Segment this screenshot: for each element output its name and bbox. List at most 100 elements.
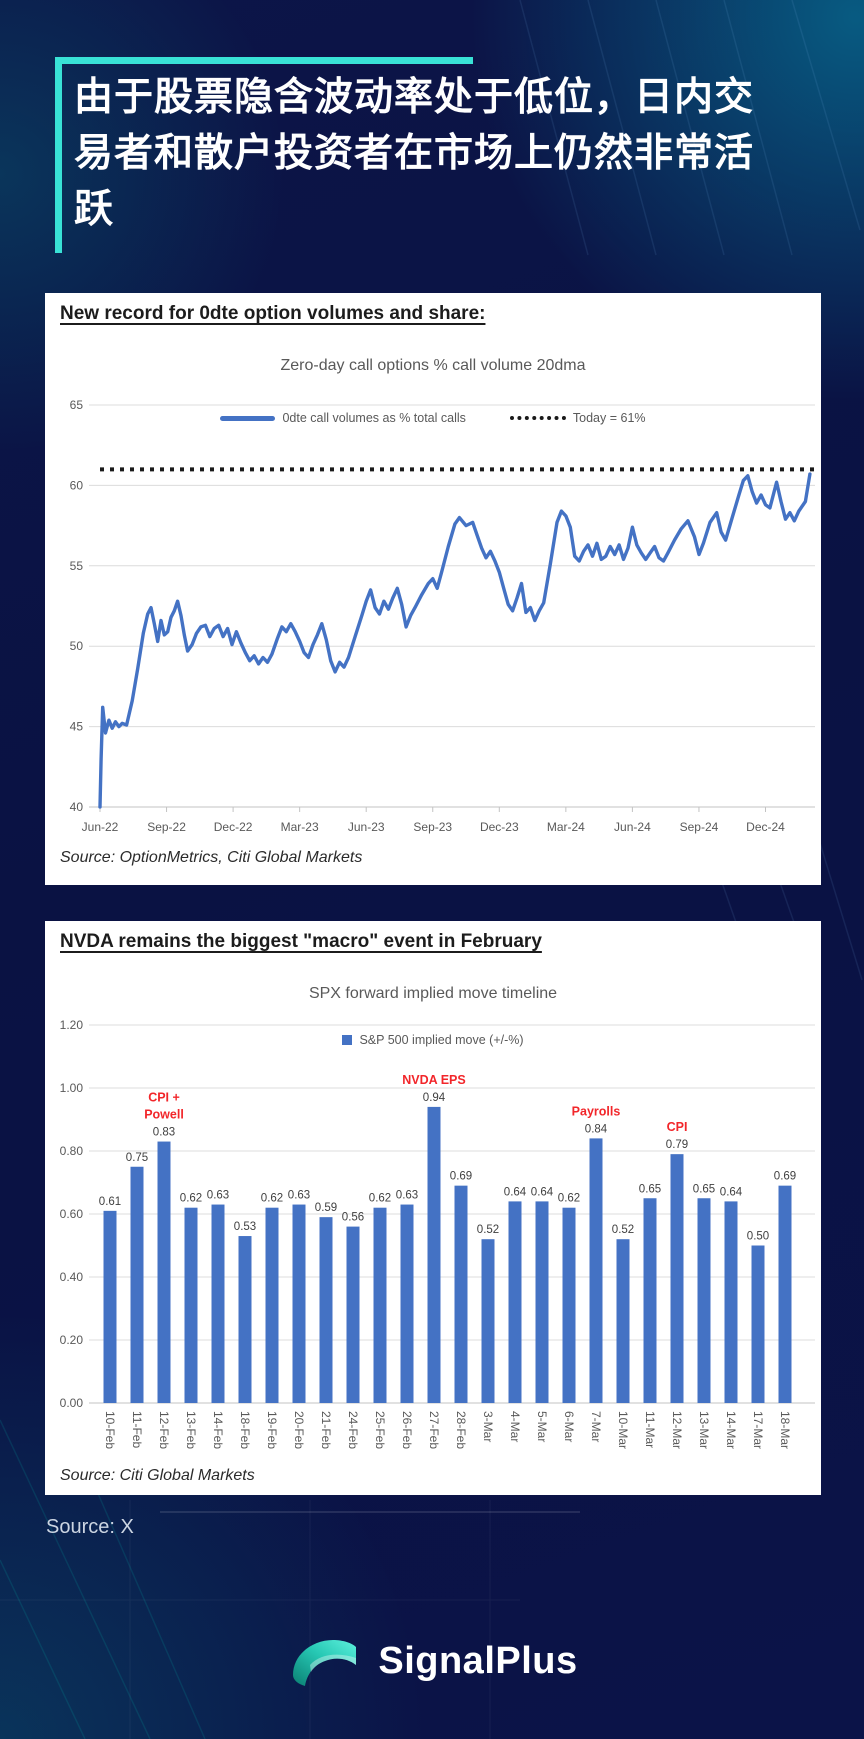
svg-text:7-Mar: 7-Mar <box>589 1411 603 1442</box>
svg-text:20-Feb: 20-Feb <box>292 1411 306 1449</box>
svg-text:0.53: 0.53 <box>234 1221 256 1233</box>
svg-text:21-Feb: 21-Feb <box>319 1411 333 1449</box>
svg-text:0.62: 0.62 <box>180 1193 202 1205</box>
svg-text:0.40: 0.40 <box>60 1270 84 1284</box>
line-chart-panel: New record for 0dte option volumes and s… <box>45 293 821 885</box>
svg-text:Dec-23: Dec-23 <box>480 820 519 834</box>
line-chart-title: Zero-day call options % call volume 20dm… <box>280 357 586 374</box>
line-chart-legend: 0dte call volumes as % total calls Today… <box>45 411 821 425</box>
svg-text:CPI: CPI <box>667 1120 688 1134</box>
svg-text:Dec-22: Dec-22 <box>214 820 253 834</box>
svg-text:0.63: 0.63 <box>207 1190 229 1202</box>
page-title-line-2: 易者和散户投资者在市场上仍然非常活 <box>74 131 755 175</box>
svg-text:0.64: 0.64 <box>531 1186 554 1198</box>
page-source: Source: X <box>46 1516 134 1538</box>
legend-item-series: 0dte call volumes as % total calls <box>220 411 466 425</box>
svg-text:Jun-22: Jun-22 <box>82 820 119 834</box>
svg-text:19-Feb: 19-Feb <box>265 1411 279 1449</box>
svg-text:24-Feb: 24-Feb <box>346 1411 360 1449</box>
svg-text:11-Feb: 11-Feb <box>130 1411 144 1448</box>
svg-text:0.84: 0.84 <box>585 1123 608 1135</box>
svg-text:0.69: 0.69 <box>774 1171 796 1183</box>
bar-legend-label: S&P 500 implied move (+/-%) <box>359 1033 524 1047</box>
svg-text:14-Feb: 14-Feb <box>211 1411 225 1449</box>
svg-text:0.56: 0.56 <box>342 1212 364 1224</box>
svg-text:13-Feb: 13-Feb <box>184 1411 198 1449</box>
svg-text:0.50: 0.50 <box>747 1231 769 1243</box>
svg-text:CPI +: CPI + <box>148 1091 180 1105</box>
svg-text:1.00: 1.00 <box>60 1081 84 1095</box>
svg-text:0.63: 0.63 <box>288 1190 310 1202</box>
page-title: 由于股票隐含波动率处于低位，日内交 易者和散户投资者在市场上仍然非常活 跃 <box>74 70 804 237</box>
svg-text:60: 60 <box>70 478 84 492</box>
bar-chart-title: SPX forward implied move timeline <box>308 985 558 1002</box>
today-dotted-swatch-icon <box>509 416 566 420</box>
bar-chart-legend: S&P 500 implied move (+/-%) <box>45 1033 821 1047</box>
svg-text:0.83: 0.83 <box>153 1127 175 1139</box>
svg-text:Jun-24: Jun-24 <box>614 820 651 834</box>
svg-text:11-Mar: 11-Mar <box>643 1411 657 1448</box>
svg-text:0.62: 0.62 <box>261 1193 283 1205</box>
bar-chart: 0.00 0.20 0.40 0.60 0.80 1.00 1.20 0.61 10-Feb 0.… <box>60 1018 815 1449</box>
bar-chart-heading: NVDA remains the biggest "macro" event i… <box>60 931 542 952</box>
svg-text:Mar-24: Mar-24 <box>547 820 585 834</box>
svg-text:4-Mar: 4-Mar <box>508 1411 522 1442</box>
svg-text:0.63: 0.63 <box>396 1190 418 1202</box>
svg-text:18-Feb: 18-Feb <box>238 1411 252 1449</box>
title-accent-bar-left <box>55 57 62 253</box>
svg-text:28-Feb: 28-Feb <box>454 1411 468 1449</box>
brand-logo: SignalPlus <box>0 1630 864 1692</box>
svg-text:25-Feb: 25-Feb <box>373 1411 387 1449</box>
svg-text:0.75: 0.75 <box>126 1152 148 1164</box>
svg-text:27-Feb: 27-Feb <box>427 1411 441 1449</box>
svg-text:0.65: 0.65 <box>639 1183 661 1195</box>
line-chart-heading: New record for 0dte option volumes and s… <box>60 303 486 324</box>
svg-text:5-Mar: 5-Mar <box>535 1411 549 1442</box>
page-title-line-1: 由于股票隐含波动率处于低位，日内交 <box>74 76 755 119</box>
svg-text:0.20: 0.20 <box>60 1333 84 1347</box>
svg-text:18-Mar: 18-Mar <box>778 1411 792 1449</box>
bar-chart-source: Source: Citi Global Markets <box>60 1467 255 1484</box>
svg-text:0.79: 0.79 <box>666 1139 688 1151</box>
svg-text:50: 50 <box>70 639 84 653</box>
svg-text:0.80: 0.80 <box>60 1144 84 1158</box>
brand-name: SignalPlus <box>378 1639 578 1682</box>
signalplus-logo-icon <box>293 1640 357 1686</box>
svg-text:6-Mar: 6-Mar <box>562 1411 576 1442</box>
svg-text:Powell: Powell <box>144 1108 184 1122</box>
bar-series-swatch-icon <box>342 1035 353 1045</box>
svg-text:0.60: 0.60 <box>60 1207 84 1221</box>
svg-text:0.94: 0.94 <box>423 1092 446 1104</box>
svg-text:0.64: 0.64 <box>720 1186 743 1198</box>
page-title-line-3: 跃 <box>74 187 115 231</box>
svg-text:Sep-24: Sep-24 <box>680 820 719 834</box>
svg-text:Payrolls: Payrolls <box>572 1104 621 1118</box>
svg-text:Dec-24: Dec-24 <box>746 820 785 834</box>
svg-text:0.59: 0.59 <box>315 1202 337 1214</box>
svg-text:0.61: 0.61 <box>99 1196 121 1208</box>
svg-text:0.52: 0.52 <box>477 1224 499 1236</box>
line-chart: 40 45 50 55 60 65 Jun-22 Sep-22 Dec-22 Mar-23 Jun-… <box>70 398 815 834</box>
svg-text:65: 65 <box>70 398 84 412</box>
svg-text:12-Feb: 12-Feb <box>157 1411 171 1449</box>
svg-text:45: 45 <box>70 720 84 734</box>
svg-text:Jun-23: Jun-23 <box>348 820 385 834</box>
bar-chart-panel: NVDA remains the biggest "macro" event i… <box>45 921 821 1495</box>
svg-text:10-Mar: 10-Mar <box>616 1411 630 1449</box>
legend-today-label: Today = 61% <box>572 411 646 425</box>
svg-text:40: 40 <box>70 800 84 814</box>
line-chart-source: Source: OptionMetrics, Citi Global Marke… <box>60 849 363 866</box>
legend-series-label: 0dte call volumes as % total calls <box>282 411 466 425</box>
svg-text:3-Mar: 3-Mar <box>481 1411 495 1442</box>
svg-text:1.20: 1.20 <box>60 1018 84 1032</box>
svg-text:0.65: 0.65 <box>693 1183 715 1195</box>
svg-text:14-Mar: 14-Mar <box>724 1411 738 1449</box>
svg-text:0.62: 0.62 <box>558 1193 580 1205</box>
svg-text:12-Mar: 12-Mar <box>670 1411 684 1449</box>
svg-text:Sep-22: Sep-22 <box>147 820 186 834</box>
svg-text:13-Mar: 13-Mar <box>697 1411 711 1449</box>
svg-text:0.69: 0.69 <box>450 1171 472 1183</box>
svg-text:17-Mar: 17-Mar <box>751 1411 765 1449</box>
line-series-swatch-icon <box>220 415 276 421</box>
